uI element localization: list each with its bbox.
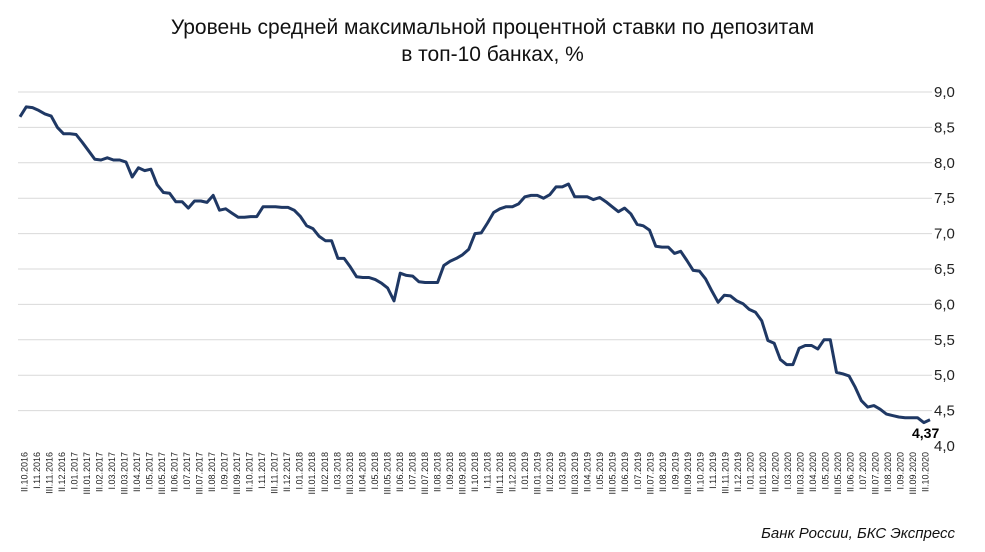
x-tick-label: I.07.2017 bbox=[182, 452, 192, 490]
x-tick-label: III.09.2020 bbox=[908, 452, 918, 495]
x-tick-label: I.09.2018 bbox=[445, 452, 455, 490]
x-tick-label: II.06.2019 bbox=[620, 452, 630, 492]
gridlines bbox=[18, 91, 932, 412]
y-tick-label: 7,0 bbox=[934, 226, 955, 243]
x-tick-label: III.07.2017 bbox=[195, 452, 205, 495]
x-tick-label: I.05.2020 bbox=[821, 452, 831, 490]
x-tick-label: III.09.2018 bbox=[457, 452, 467, 495]
x-tick-label: II.02.2017 bbox=[94, 452, 104, 492]
x-tick-label: I.11.2017 bbox=[257, 452, 267, 489]
last-value-label: 4,37 bbox=[912, 425, 939, 441]
chart-title: Уровень средней максимальной процентной … bbox=[0, 14, 985, 68]
x-tick-label: III.01.2017 bbox=[82, 452, 92, 495]
x-tick-label: III.03.2020 bbox=[796, 452, 806, 495]
x-tick-label: II.04.2020 bbox=[808, 452, 818, 492]
x-tick-label: I.11.2016 bbox=[32, 452, 42, 489]
x-tick-label: I.11.2019 bbox=[708, 452, 718, 489]
x-tick-label: III.05.2020 bbox=[833, 452, 843, 495]
y-tick-label: 6,0 bbox=[934, 296, 955, 313]
chart-title-line-2: в топ-10 банках, % bbox=[401, 43, 584, 66]
y-tick-label: 7,5 bbox=[934, 190, 955, 207]
x-tick-label: I.11.2018 bbox=[483, 452, 493, 489]
x-tick-label: III.11.2017 bbox=[270, 452, 280, 494]
source-note: Банк России, БКС Экспресс bbox=[761, 525, 955, 542]
y-axis-ticks: 4,0 4,5 5,0 5,5 6,0 6,5 7,0 7,5 8,0 8,5 9,0 bbox=[934, 84, 955, 455]
x-tick-label: I.09.2017 bbox=[220, 452, 230, 490]
x-tick-label: I.01.2018 bbox=[295, 452, 305, 490]
x-tick-label: III.03.2018 bbox=[345, 452, 355, 495]
x-tick-label: II.10.2019 bbox=[695, 452, 705, 492]
x-tick-label: II.04.2018 bbox=[357, 452, 367, 492]
x-tick-label: III.07.2020 bbox=[871, 452, 881, 495]
y-tick-label: 5,5 bbox=[934, 332, 955, 349]
x-tick-label: II.02.2020 bbox=[770, 452, 780, 492]
x-tick-label: III.11.2018 bbox=[495, 452, 505, 494]
x-tick-label: I.07.2018 bbox=[407, 452, 417, 490]
x-tick-label: I.03.2018 bbox=[332, 452, 342, 490]
x-tick-label: II.02.2018 bbox=[320, 452, 330, 492]
y-tick-label: 8,5 bbox=[934, 119, 955, 136]
series-group bbox=[18, 105, 931, 425]
x-tick-label: II.10.2017 bbox=[245, 452, 255, 492]
x-tick-label: II.08.2019 bbox=[658, 452, 668, 492]
x-tick-label: I.01.2020 bbox=[745, 452, 755, 490]
x-tick-label: I.05.2018 bbox=[370, 452, 380, 490]
x-tick-label: II.10.2020 bbox=[921, 452, 931, 492]
x-tick-label: I.07.2020 bbox=[858, 452, 868, 490]
x-tick-label: II.08.2020 bbox=[883, 452, 893, 492]
x-tick-label: III.07.2019 bbox=[645, 452, 655, 495]
chart-title-line-1: Уровень средней максимальной процентной … bbox=[170, 16, 815, 39]
y-tick-label: 4,5 bbox=[934, 403, 955, 420]
x-tick-label: II.12.2016 bbox=[57, 452, 67, 492]
x-tick-label: III.05.2017 bbox=[157, 452, 167, 495]
x-tick-label: II.02.2019 bbox=[545, 452, 555, 492]
x-tick-label: II.12.2019 bbox=[733, 452, 743, 492]
x-tick-label: III.03.2019 bbox=[570, 452, 580, 495]
x-tick-label: III.07.2018 bbox=[420, 452, 430, 495]
x-tick-label: I.05.2019 bbox=[595, 452, 605, 490]
x-tick-label: I.07.2019 bbox=[633, 452, 643, 490]
annotations: 4,37 bbox=[912, 425, 939, 441]
x-tick-label: III.11.2019 bbox=[720, 452, 730, 494]
x-tick-label: I.09.2019 bbox=[670, 452, 680, 490]
x-tick-label: I.01.2017 bbox=[69, 452, 79, 490]
x-tick-label: II.04.2017 bbox=[132, 452, 142, 492]
x-tick-label: III.01.2020 bbox=[758, 452, 768, 495]
y-tick-label: 6,5 bbox=[934, 261, 955, 278]
y-tick-label: 8,0 bbox=[934, 155, 955, 172]
x-tick-label: III.01.2018 bbox=[307, 452, 317, 495]
x-tick-label: II.08.2017 bbox=[207, 452, 217, 492]
x-tick-label: II.12.2017 bbox=[282, 452, 292, 492]
x-tick-label: III.09.2017 bbox=[232, 452, 242, 495]
x-axis-ticks: II.10.2016 I.11.2016 III.11.2016 II.12.2016… bbox=[19, 452, 930, 495]
x-tick-label: I.03.2017 bbox=[107, 452, 117, 490]
x-tick-label: II.12.2018 bbox=[508, 452, 518, 492]
x-tick-label: III.03.2017 bbox=[119, 452, 129, 495]
x-tick-label: III.05.2018 bbox=[382, 452, 392, 495]
x-tick-label: II.10.2018 bbox=[470, 452, 480, 492]
x-tick-label: I.01.2019 bbox=[520, 452, 530, 490]
x-tick-label: III.11.2016 bbox=[44, 452, 54, 494]
x-tick-label: II.06.2018 bbox=[395, 452, 405, 492]
series-line bbox=[18, 105, 931, 425]
x-tick-label: II.06.2017 bbox=[170, 452, 180, 492]
x-tick-label: I.03.2020 bbox=[783, 452, 793, 490]
y-tick-label: 5,0 bbox=[934, 367, 955, 384]
x-tick-label: III.09.2019 bbox=[683, 452, 693, 495]
x-tick-label: II.04.2019 bbox=[583, 452, 593, 492]
x-tick-label: I.05.2017 bbox=[144, 452, 154, 490]
x-tick-label: III.01.2019 bbox=[533, 452, 543, 495]
x-tick-label: II.06.2020 bbox=[846, 452, 856, 492]
y-tick-label: 9,0 bbox=[934, 84, 955, 101]
x-tick-label: III.05.2019 bbox=[608, 452, 618, 495]
x-tick-label: II.10.2016 bbox=[19, 452, 29, 492]
y-tick-label: 4,0 bbox=[934, 438, 955, 455]
x-tick-label: I.09.2020 bbox=[896, 452, 906, 490]
x-tick-label: I.03.2019 bbox=[558, 452, 568, 490]
x-tick-label: II.08.2018 bbox=[432, 452, 442, 492]
